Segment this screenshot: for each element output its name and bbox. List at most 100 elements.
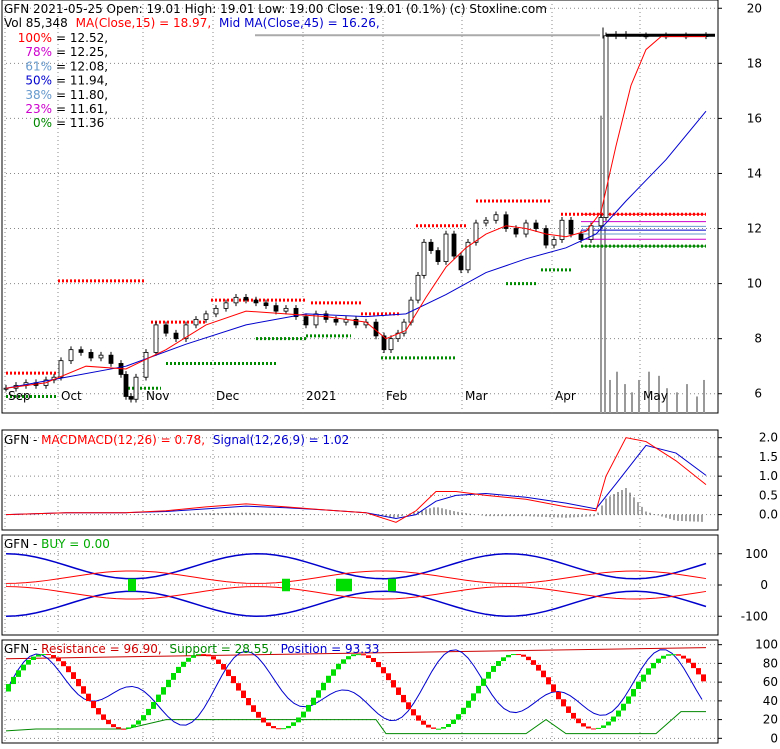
position-step	[361, 654, 366, 656]
position-step	[396, 687, 401, 695]
position-step	[631, 688, 636, 697]
candle-body	[533, 222, 539, 229]
position-step	[196, 654, 201, 656]
macd-panel-frame	[1, 429, 719, 531]
candle-body	[568, 219, 574, 235]
position-step	[496, 661, 501, 666]
candle-body	[293, 307, 299, 318]
position-step	[66, 666, 71, 673]
fib-pct-label: 0%	[33, 116, 52, 130]
fib-value-label: = 11.80,	[56, 88, 108, 102]
position-step	[176, 666, 181, 673]
buy-tick-label: 100	[745, 547, 768, 561]
volume-bar	[648, 371, 650, 413]
position-tick-label: 60	[763, 675, 778, 689]
position-step	[691, 662, 696, 669]
candle-body	[443, 233, 449, 262]
macd-marks	[5, 437, 707, 523]
position-step	[671, 654, 676, 656]
position-step	[51, 655, 56, 658]
volume-bar	[631, 392, 633, 413]
position-step	[466, 700, 471, 708]
candle-body	[551, 239, 557, 246]
candle-body	[303, 316, 309, 326]
position-step	[476, 685, 481, 694]
ma45-label: Mid MA(Close,45) = 16.26,	[219, 16, 380, 30]
candle-body	[598, 217, 604, 227]
position-step	[426, 724, 431, 728]
position-step	[266, 722, 271, 727]
position-step	[36, 654, 41, 657]
candle-body	[458, 255, 464, 271]
support-label: Support = 28.55,	[169, 642, 272, 656]
position-step	[76, 678, 81, 687]
fib-value-label: = 12.25,	[56, 45, 108, 59]
position-step	[56, 657, 61, 662]
candle-body	[123, 374, 129, 397]
position-step	[576, 718, 581, 724]
month-label: Dec	[216, 389, 239, 403]
price-tick-label: 12	[747, 222, 762, 236]
position-step	[661, 655, 666, 659]
candle-body	[465, 241, 471, 271]
position-step	[356, 654, 361, 656]
position-step	[201, 654, 206, 656]
position-step	[131, 724, 136, 728]
position-step	[686, 658, 691, 663]
position-step	[226, 669, 231, 677]
month-label: Apr	[555, 389, 576, 403]
signal-label: Signal(12,26,9) = 1.02	[213, 433, 349, 447]
position-step	[391, 680, 396, 688]
position-step	[306, 704, 311, 712]
candle-body	[283, 307, 289, 312]
position-step	[666, 654, 671, 656]
position-step	[596, 727, 601, 729]
month-label: Oct	[61, 389, 82, 403]
position-step	[26, 659, 31, 665]
macd-legend: GFN - MACDMACD(12,26) = 0.78, Signal(12,…	[4, 433, 349, 447]
position-step	[261, 717, 266, 723]
position-step	[81, 686, 86, 694]
position-step	[106, 719, 111, 725]
macd-label: MACDMACD(12,26) = 0.78,	[41, 433, 205, 447]
position-step	[591, 728, 596, 730]
candle-body	[233, 296, 239, 304]
fib-value-label: = 11.36	[56, 116, 104, 130]
position-step	[291, 722, 296, 726]
price-marks	[3, 27, 715, 413]
header-line1: GFN 2021-05-25 Open: 19.01 High: 19.01 L…	[4, 2, 547, 16]
position-step	[126, 727, 131, 729]
buy-upper-band	[5, 553, 707, 580]
position-step	[371, 657, 376, 662]
candle-body	[108, 354, 114, 364]
position-step	[46, 654, 51, 656]
position-step	[456, 714, 461, 720]
fib-value-label: = 12.08,	[56, 59, 108, 73]
buy-lower-band	[5, 590, 707, 617]
position-step	[501, 657, 506, 662]
volume-bar	[686, 384, 688, 413]
resistance-label: Resistance = 96.90,	[41, 642, 162, 656]
volume-bar	[600, 115, 602, 413]
candle-body	[143, 352, 149, 378]
ma45-line	[5, 110, 707, 389]
month-label: Nov	[146, 389, 169, 403]
fib-pct-label: 100%	[18, 31, 52, 45]
position-step	[556, 691, 561, 700]
fib-pct-label: 61%	[25, 59, 52, 73]
candle-body	[503, 214, 509, 229]
month-label: May	[643, 389, 668, 403]
position-step	[281, 728, 286, 730]
position-step	[136, 720, 141, 725]
position-step	[151, 701, 156, 709]
position-step	[296, 717, 301, 723]
candle-body	[415, 274, 421, 301]
position-step	[571, 712, 576, 719]
position-step	[656, 658, 661, 663]
position-step	[541, 670, 546, 678]
candle-body	[493, 214, 499, 221]
position-step	[531, 660, 536, 665]
price-tick-label: 16	[747, 111, 762, 125]
